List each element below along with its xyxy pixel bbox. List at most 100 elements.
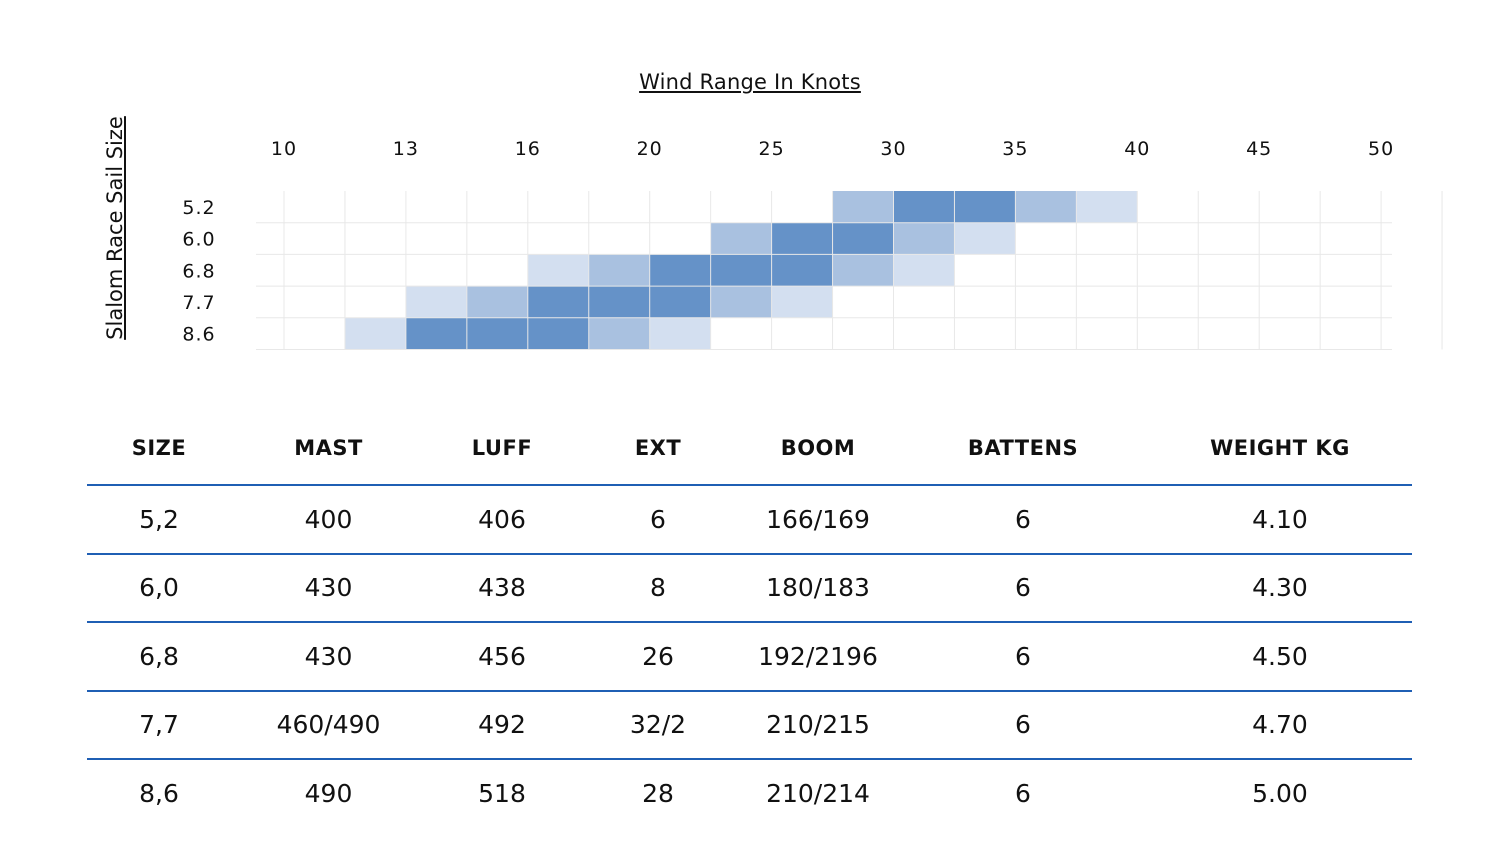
table-cell: 4.10 — [1148, 485, 1412, 555]
range-cell — [649, 286, 711, 318]
table-cell: 490 — [304, 778, 353, 808]
table-cell: 4.30 — [1148, 553, 1412, 623]
x-tick-labels: 10 13 16 20 25 30 35 40 45 50 — [271, 138, 1394, 160]
table-cell: 6 — [1015, 778, 1031, 808]
y-tick-label: 8.6 — [182, 324, 215, 346]
cells-layer — [344, 191, 1138, 350]
table-row: 6,0 430 438 8 180/183 6 4.30 — [87, 553, 1412, 623]
x-tick-label: 45 — [1246, 138, 1272, 160]
column-header: MAST — [231, 412, 426, 486]
x-tick-label: 20 — [637, 138, 663, 160]
range-cell — [527, 286, 589, 318]
table-cell: 430 — [231, 622, 426, 692]
table-cell: 518 — [478, 778, 526, 808]
sail-spec-table: SIZE MAST LUFF EXT BOOM BATTENS WEIGHT KG 5,2 4… — [87, 412, 1412, 827]
table-cell: 210/215 — [738, 690, 898, 760]
range-cell — [710, 222, 772, 255]
table-cell: 7,7 — [87, 690, 231, 760]
range-cell — [588, 286, 650, 318]
header-row: SIZE MAST LUFF EXT BOOM BATTENS WEIGHT KG — [87, 412, 1412, 486]
range-cell — [527, 317, 589, 350]
range-cell — [832, 222, 894, 255]
range-cell — [527, 254, 589, 287]
column-header: EXT — [578, 412, 738, 486]
range-cell — [405, 317, 467, 350]
range-cell — [649, 254, 711, 287]
x-tick-label: 30 — [880, 138, 906, 160]
column-header: BATTENS — [898, 412, 1148, 486]
table-cell: 6,0 — [87, 553, 231, 623]
table-cell: 492 — [426, 690, 578, 760]
range-cell — [771, 286, 833, 318]
x-tick-label: 13 — [393, 138, 419, 160]
range-cell — [832, 191, 894, 223]
y-tick-label: 5.2 — [182, 197, 215, 219]
range-cell — [771, 222, 833, 255]
x-tick-label: 50 — [1368, 138, 1394, 160]
table-cell: 4.70 — [1148, 690, 1412, 760]
range-cell — [588, 317, 650, 350]
column-header: SIZE — [87, 412, 231, 486]
table-cell: 6 — [898, 690, 1148, 760]
table-cell: 26 — [578, 622, 738, 692]
column-header: LUFF — [426, 412, 578, 486]
table-cell: 406 — [426, 485, 578, 555]
table-cell: 28 — [642, 778, 674, 808]
range-cell — [954, 222, 1016, 255]
range-cell — [710, 254, 772, 287]
range-cell — [466, 286, 528, 318]
range-cell — [771, 254, 833, 287]
wind-range-chart: 10 13 16 20 25 30 35 40 45 50 5.2 6.0 6.8 7.7 8.6 — [182, 138, 1443, 350]
range-cell — [954, 191, 1016, 223]
table-cell: 166/169 — [738, 485, 898, 555]
column-header: BOOM — [738, 412, 898, 486]
table-cell: 460/490 — [231, 690, 426, 760]
spec-table-body: 5,2 400 406 6 166/169 6 4.10 6,0 430 438 8 180/183 6… — [87, 485, 1412, 827]
table-cell: 6 — [898, 485, 1148, 555]
spec-table-header: SIZE MAST LUFF EXT BOOM BATTENS WEIGHT KG — [87, 412, 1412, 486]
table-cell: 430 — [231, 553, 426, 623]
range-cell — [344, 317, 406, 350]
range-cell — [588, 254, 650, 287]
x-tick-label: 16 — [515, 138, 541, 160]
table-cell: 400 — [231, 485, 426, 555]
table-cell: 8 — [578, 553, 738, 623]
y-tick-labels: 5.2 6.0 6.8 7.7 8.6 — [182, 197, 215, 346]
column-header: WEIGHT KG — [1148, 412, 1412, 486]
x-tick-label: 40 — [1124, 138, 1150, 160]
table-cell: 5.00 — [1252, 778, 1308, 808]
x-tick-label: 35 — [1002, 138, 1028, 160]
range-cell — [893, 222, 955, 255]
table-cell: 6 — [578, 485, 738, 555]
table-row: 7,7 460/490 492 32/2 210/215 6 4.70 — [87, 690, 1412, 760]
range-cell — [893, 191, 955, 223]
table-cell: 32/2 — [578, 690, 738, 760]
y-tick-label: 7.7 — [182, 292, 215, 314]
range-cell — [710, 286, 772, 318]
table-cell: 6,8 — [87, 622, 231, 692]
range-cell — [832, 254, 894, 287]
x-tick-label: 10 — [271, 138, 297, 160]
table-cell: 438 — [426, 553, 578, 623]
grid-layer — [256, 191, 1443, 350]
range-cell — [649, 317, 711, 350]
table-cell: 192/2196 — [738, 622, 898, 692]
range-cell — [1076, 191, 1138, 223]
range-cell — [405, 286, 467, 318]
range-cell — [466, 317, 528, 350]
y-tick-label: 6.8 — [182, 260, 215, 282]
range-cell — [893, 254, 955, 287]
table-cell: 8,6 — [139, 778, 179, 808]
range-cell — [1015, 191, 1077, 223]
table-cell: 210/214 — [766, 778, 870, 808]
y-tick-label: 6.0 — [182, 229, 215, 251]
x-tick-label: 25 — [759, 138, 785, 160]
table-cell: 456 — [426, 622, 578, 692]
table-cell: 4.50 — [1148, 622, 1412, 692]
table-cell: 5,2 — [87, 485, 231, 555]
table-cell: 6 — [898, 622, 1148, 692]
table-row: 5,2 400 406 6 166/169 6 4.10 — [87, 485, 1412, 555]
table-cell: 180/183 — [738, 553, 898, 623]
table-row: 6,8 430 456 26 192/2196 6 4.50 — [87, 622, 1412, 692]
table-row: 8,6 490 518 28 210/214 6 5.00 — [87, 759, 1412, 827]
